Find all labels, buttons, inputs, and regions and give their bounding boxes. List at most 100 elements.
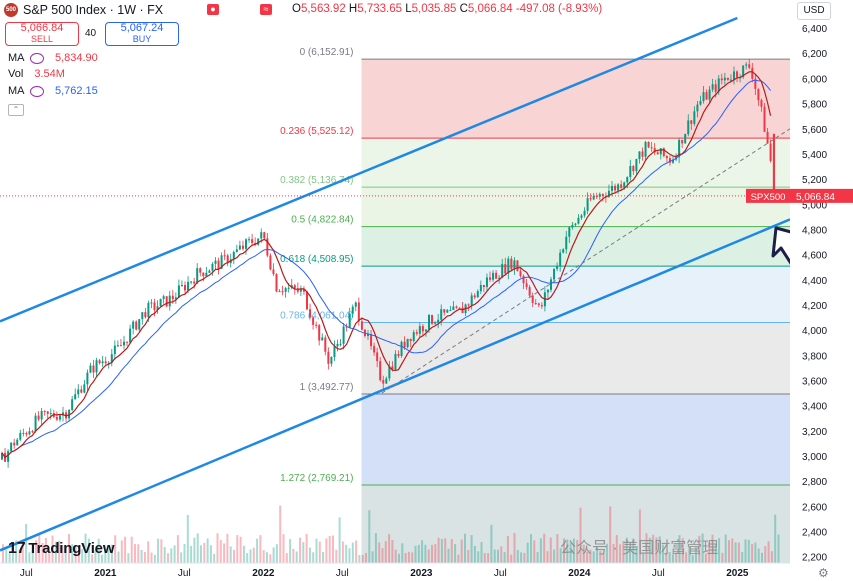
settings-icon[interactable]: ⚙ [818,566,829,580]
candle-body [388,366,391,379]
candle-body [678,139,681,158]
volume-bar [338,517,341,563]
volume-bar [318,541,321,563]
indicator-ma-fast[interactable]: MA 5,834.90 [8,52,98,64]
candle-body [321,337,324,341]
candle-body [193,281,196,284]
candle-body [232,251,235,260]
candle-body [144,312,147,318]
candle-body [312,317,315,325]
candle-body [455,306,458,308]
candle-body [574,223,577,225]
volume-bar [737,542,740,563]
candle-body [174,297,177,300]
candle-body [485,277,488,288]
candle-body [205,272,208,277]
candle-body [71,399,74,410]
volume-bar [190,545,193,563]
volume-bar [612,543,615,563]
candle-body [110,354,113,363]
candle-body [687,120,690,135]
eye-icon[interactable] [30,53,44,64]
volume-bar [21,542,24,563]
candle-body [720,78,723,81]
candle-body [745,64,748,66]
volume-bar [711,534,714,563]
volume-bar [648,537,651,563]
volume-bar [315,538,318,563]
sell-button[interactable]: 5,066.84 SELL [5,22,79,46]
compare-icon[interactable]: ≈ [260,4,272,15]
candle-body [226,255,229,264]
volume-bar [662,544,664,563]
volume-bar [246,553,249,563]
alert-icon[interactable]: ● [207,4,219,15]
candle-body [278,291,281,293]
volume-bar [407,551,410,563]
candle-body [681,139,684,144]
volume-bar [140,549,143,563]
volume-bar [724,534,727,563]
volume-bar [266,552,268,563]
candle-body [376,352,379,362]
volume-bar [58,540,61,563]
indicator-volume[interactable]: Vol 3.54M [8,68,65,80]
volume-bar [157,538,160,563]
volume-bar [200,545,202,563]
volume-bar [526,542,529,563]
volume-bar [269,554,272,563]
volume-bar [282,534,285,563]
currency-selector[interactable]: USD [797,2,831,20]
candle-body [284,288,287,292]
candle-body [546,289,549,293]
eye-icon[interactable] [30,86,44,97]
fib-level-label: 0.618 (4,508.95) [280,254,353,265]
volume-bar [394,549,397,563]
candle-body [534,302,537,304]
volume-bar [35,540,37,563]
candle-body [354,302,357,307]
candle-body [467,304,470,306]
candle-body [598,194,601,197]
volume-bar [497,549,499,563]
volume-bar [503,552,506,563]
volume-bar [87,538,90,563]
candle-body [299,289,302,292]
candle-body [726,77,729,80]
candle-body [208,270,211,273]
volume-bar [751,543,754,563]
volume-bar [239,536,242,563]
candle-body [763,106,766,132]
candle-body [760,100,763,107]
candle-body [498,277,501,279]
candle-body [40,410,43,420]
collapse-legend-icon[interactable]: ⌃ [8,104,24,116]
candle-body [107,362,110,364]
volume-bar [259,535,262,563]
sell-label: SELL [30,34,54,44]
candle-body [74,394,77,400]
volume-bar [589,549,592,563]
indicator-ma-slow[interactable]: MA 5,762.15 [8,85,98,97]
volume-bar [500,546,503,563]
volume-bar [335,549,338,563]
candle-body [318,325,321,341]
candle-body [165,296,168,307]
price-tick-label: 5,200 [802,175,827,186]
volume-bar [513,533,516,563]
volume-bar [592,551,595,563]
candle-body [754,78,757,89]
volume-bar [767,541,770,563]
candle-body [428,315,430,330]
volume-bar [206,538,209,563]
volume-bar [457,554,460,563]
candle-body [562,249,565,253]
volume-bar [718,538,721,563]
symbol-title[interactable]: S&P 500 Index · 1W · FX [23,3,164,17]
fib-level-label: 0 (6,152.91) [300,47,354,58]
ma-slow-line [1,79,771,458]
buy-button[interactable]: 5,067.24 BUY [105,22,179,46]
volume-bar [543,533,546,563]
volume-bar [652,534,655,563]
